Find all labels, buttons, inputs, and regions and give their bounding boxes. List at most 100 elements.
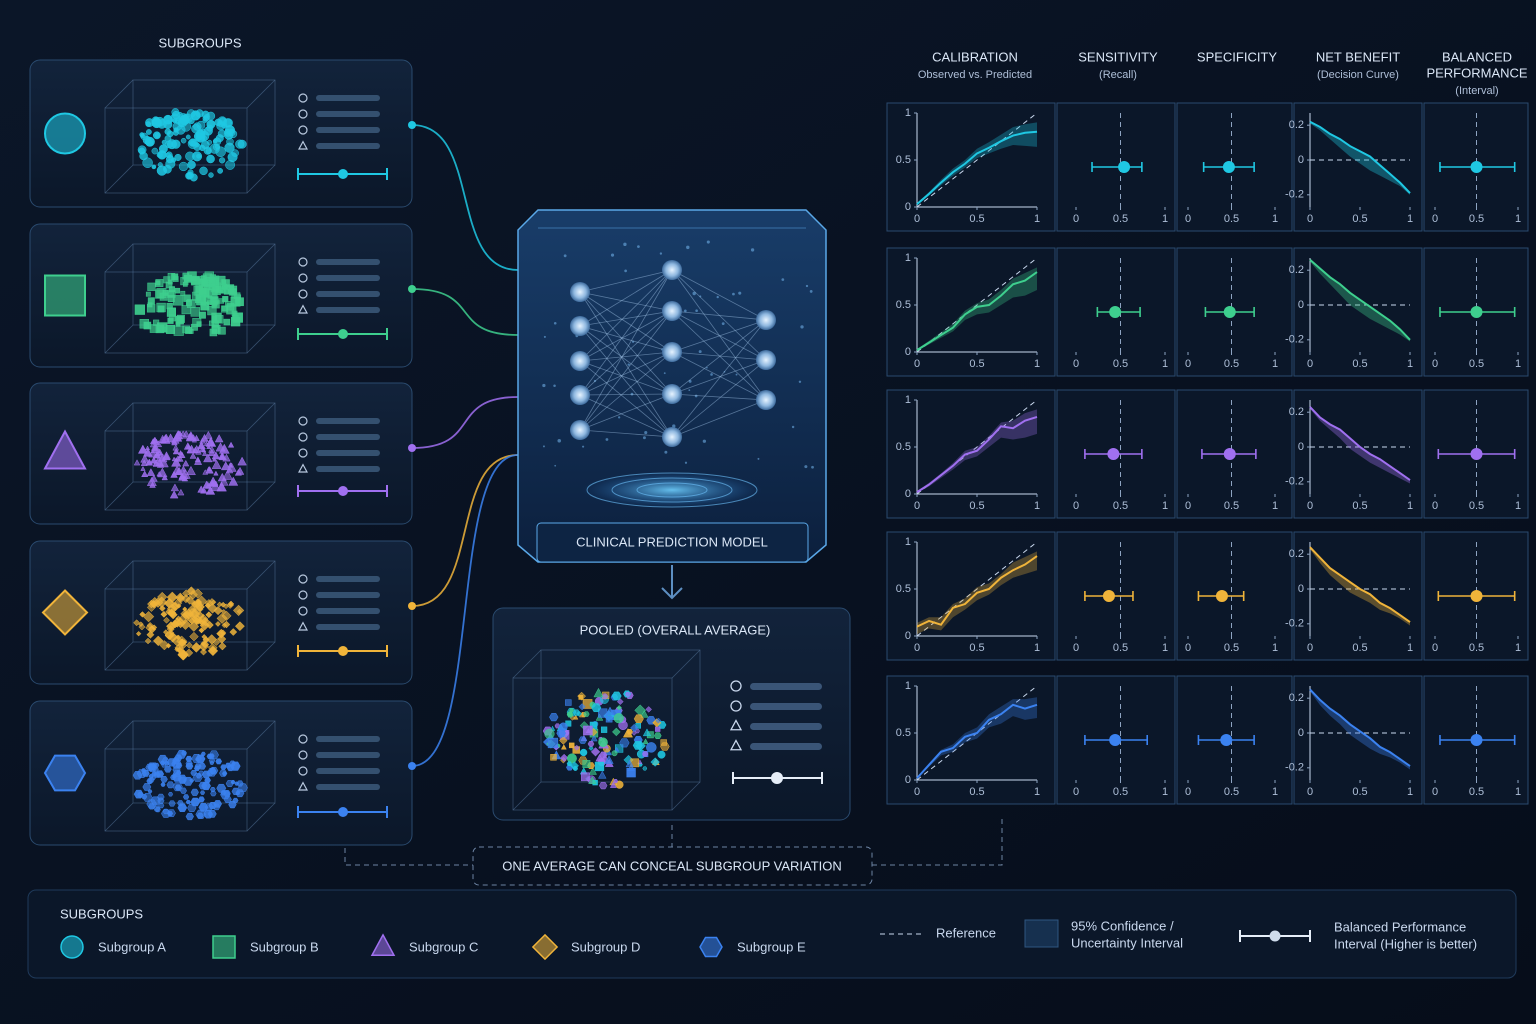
particle [220,279,226,285]
metric-panel [886,389,1056,519]
particle [160,610,168,618]
particle [146,468,156,476]
x-tick-label: 1 [1515,786,1521,798]
estimate [1223,448,1236,460]
particle [576,710,583,717]
calibration-curve [916,415,1038,493]
net-edge [671,359,767,395]
particle [191,323,198,331]
legend-bar [316,768,380,774]
net-node [662,342,682,362]
particle [211,320,219,328]
particle [189,608,201,620]
x-tick-label: 1 [1162,358,1168,370]
particle [166,139,177,150]
sparkle [543,335,546,338]
particle [149,596,161,609]
particle [172,444,180,451]
particle [181,113,191,123]
particle [182,606,188,612]
y-tick-label: 0.5 [896,583,911,595]
sparkle [710,373,713,376]
cube-edge [104,641,134,671]
column-subtitle: Observed vs. Predicted [918,69,1032,81]
particle [227,600,235,608]
particle [159,640,170,651]
particle [176,750,187,759]
legend-bar [316,450,380,456]
particle [208,753,215,759]
y-tick-label: 0.2 [1289,548,1304,560]
y-tick-label: 0 [905,488,911,500]
particle [646,742,657,753]
subgroup-icon [44,274,86,317]
particle [158,453,168,463]
sparkle [684,309,687,313]
column-subtitle: (Recall) [1099,69,1137,81]
x-tick-label: 0.5 [1352,213,1367,225]
subgroups-title: SUBGROUPS [158,35,241,50]
particle [141,794,148,800]
particle [171,457,182,467]
y-tick-label: -0.2 [1285,476,1304,488]
legend-bar [316,307,380,313]
particle [642,751,649,757]
legend-icon [60,935,84,959]
particle [195,773,202,779]
particle [188,329,194,334]
column-title: NET BENEFIT [1316,49,1400,64]
net-edge [579,291,673,353]
particle [569,708,574,713]
particle [141,470,149,478]
particle [203,295,213,304]
sparkle [623,242,627,246]
particle [605,706,615,716]
particle [235,466,245,475]
particle [216,783,227,793]
ci-band [1310,121,1410,195]
x-tick-label: 0 [1185,786,1191,798]
particle [609,781,617,788]
cube-front [104,107,248,194]
sparkle [738,291,742,295]
legend-marker [298,289,308,299]
particle [216,612,228,624]
legend-bar [316,592,380,598]
particle [167,130,174,138]
particle [198,627,205,634]
sparkle [610,253,615,257]
x-tick-label: 0.5 [1469,358,1484,370]
particle [137,444,148,454]
legend-marker [298,448,308,458]
particle [193,122,202,131]
legend-marker [298,257,308,267]
particle [174,643,184,653]
legend-label: Subgroup E [737,939,806,954]
sparkle [721,322,725,326]
legend-bar [750,683,822,690]
sparkle [732,292,735,296]
net-benefit-curve [1309,258,1411,341]
particle [588,776,597,784]
legend-bar [750,743,822,750]
particle [219,157,226,164]
x-tick-label: 0.5 [969,358,984,370]
particle [172,617,183,628]
particle [187,160,196,170]
particle [142,157,153,168]
x-tick-label: 0 [914,358,920,370]
net-edge [579,269,673,431]
legend-label: Uncertainty Interval [1071,935,1183,950]
net-node [570,385,590,405]
slider-dot [338,646,348,656]
connector-node [408,762,416,770]
particle [572,714,579,720]
particle [630,723,639,733]
ring [611,477,733,503]
particle [559,736,568,745]
particle [165,608,173,616]
legend-bar [316,275,380,281]
x-tick-label: 0 [1185,213,1191,225]
particle [227,441,235,448]
estimate [1109,734,1122,746]
